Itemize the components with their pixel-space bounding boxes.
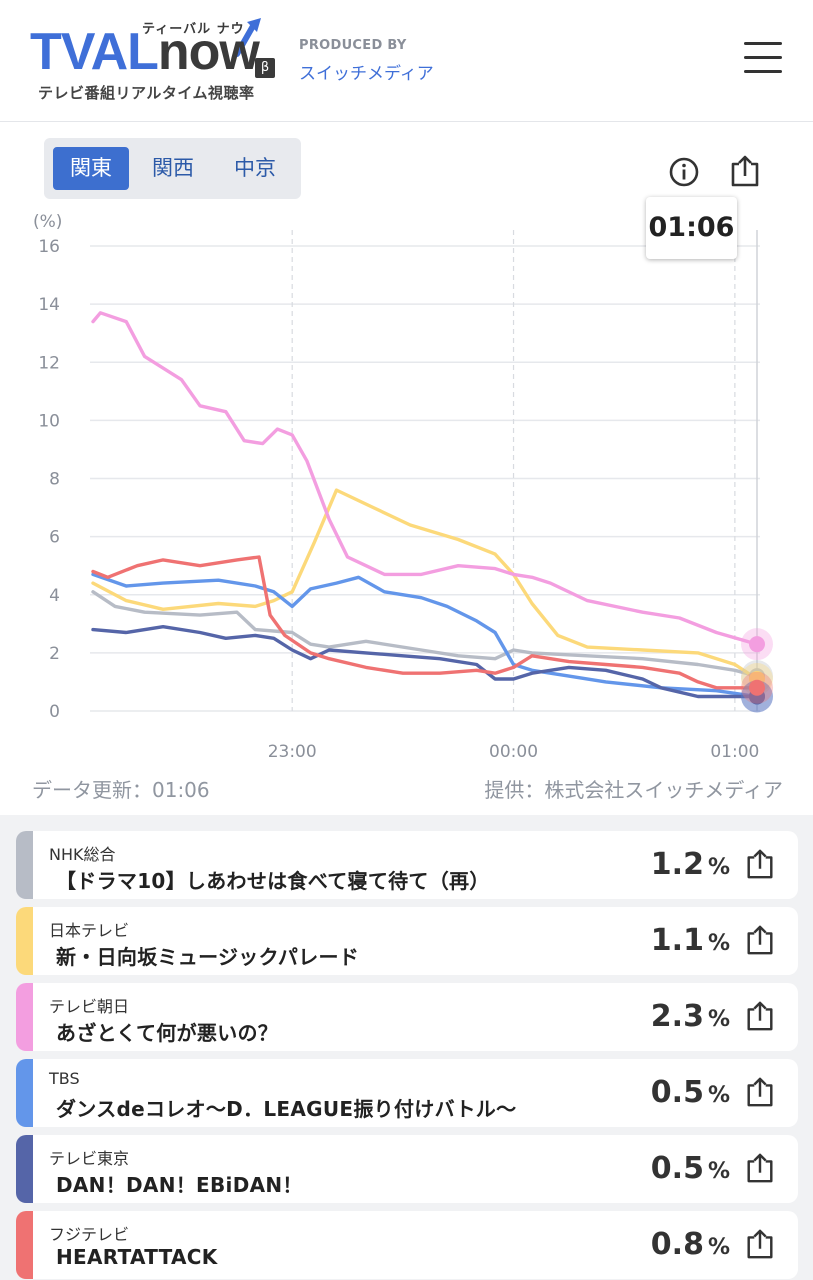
channel-name: フジテレビ: [49, 1225, 130, 1244]
logo-now: now: [157, 23, 260, 81]
share-icon[interactable]: [744, 1076, 776, 1108]
rating-number: 0.5: [650, 1075, 704, 1110]
series-line-1: [91, 488, 759, 681]
rating-value: 2.3%: [651, 999, 730, 1034]
program-list: NHK総合 【ドラマ10】しあわせは食べて寝て待て（再） 1.2% 日本テレビ …: [0, 815, 813, 1280]
logo-arrow-icon: [235, 18, 261, 57]
app-header: ティーバル ナウ TVALnow β テレビ番組リアルタイム視聴率 PRODUC…: [0, 0, 813, 122]
channel-color-bar: [16, 1211, 33, 1279]
series-line-2: [91, 311, 759, 646]
series-line-5: [91, 555, 759, 690]
share-icon[interactable]: [744, 848, 776, 880]
channel-name: テレビ朝日: [49, 997, 130, 1016]
program-card-tbs[interactable]: TBS ダンスdeコレオ〜D．LEAGUE振り付けバトル〜 0.5%: [16, 1059, 798, 1127]
rating-unit: %: [707, 1235, 730, 1260]
rating-value: 0.5%: [651, 1075, 730, 1110]
region-tabs: 関東 関西 中京: [44, 138, 301, 199]
channel-color-bar: [16, 831, 33, 899]
x-tick-label: 01:00: [710, 742, 759, 762]
beta-badge: β: [255, 58, 275, 78]
rating-unit: %: [707, 931, 730, 956]
tab-kanto[interactable]: 関東: [53, 147, 129, 190]
y-tick-label: 12: [38, 353, 60, 373]
time-tooltip: 01:06: [646, 197, 737, 259]
y-tick-label: 10: [38, 411, 60, 431]
program-card-nhk[interactable]: NHK総合 【ドラマ10】しあわせは食べて寝て待て（再） 1.2%: [16, 831, 798, 899]
provider-text: 提供：株式会社スイッチメディア: [484, 778, 783, 802]
channel-color-bar: [16, 1135, 33, 1203]
y-axis-unit: (%): [33, 212, 62, 232]
program-title: DAN！DAN！EBiDAN！: [56, 1173, 303, 1197]
channel-color-bar: [16, 907, 33, 975]
ratings-line-chart[interactable]: (%) 0 2 4 6 8 10 12 14 16 23:00 00:00 01:00: [0, 200, 813, 770]
rating-number: 1.2: [650, 847, 704, 882]
tab-kansai[interactable]: 関西: [152, 156, 194, 180]
share-icon[interactable]: [744, 1228, 776, 1260]
info-icon[interactable]: [668, 156, 700, 188]
logo-subtitle: テレビ番組リアルタイム視聴率: [38, 84, 255, 102]
y-tick-label: 14: [38, 295, 60, 315]
y-tick-label: 0: [49, 702, 60, 722]
y-tick-label: 6: [49, 528, 60, 548]
rating-number: 0.8: [650, 1227, 704, 1262]
rating-number: 0.5: [650, 1151, 704, 1186]
y-tick-label: 4: [49, 586, 60, 606]
program-card-cx[interactable]: フジテレビ HEARTATTACK 0.8%: [16, 1211, 798, 1279]
x-tick-label: 00:00: [489, 742, 538, 762]
channel-color-bar: [16, 983, 33, 1051]
series-marker: [749, 636, 765, 653]
y-tick-label: 16: [38, 237, 60, 257]
rating-value: 1.2%: [651, 847, 730, 882]
rating-number: 2.3: [650, 999, 704, 1034]
y-tick-label: 8: [49, 470, 60, 490]
series-line-3: [91, 572, 759, 699]
rating-value: 1.1%: [651, 923, 730, 958]
program-card-tx[interactable]: テレビ東京 DAN！DAN！EBiDAN！ 0.5%: [16, 1135, 798, 1203]
program-title: あざとくて何が悪いの？: [56, 1021, 279, 1045]
channel-name: NHK総合: [49, 845, 116, 864]
program-title: 新・日向坂ミュージックパレード: [56, 945, 360, 969]
logo-tval: TVAL: [30, 23, 159, 81]
x-tick-label: 23:00: [268, 742, 317, 762]
logo-kana: ティーバル ナウ: [142, 22, 245, 37]
rating-number: 1.1: [650, 923, 704, 958]
series-marker: [749, 679, 765, 696]
program-card-ex[interactable]: テレビ朝日 あざとくて何が悪いの？ 2.3%: [16, 983, 798, 1051]
tvalnow-logo[interactable]: ティーバル ナウ TVALnow β テレビ番組リアルタイム視聴率: [30, 18, 275, 103]
series-line-4: [91, 625, 759, 699]
share-icon[interactable]: [744, 1000, 776, 1032]
share-icon[interactable]: [744, 924, 776, 956]
program-title: HEARTATTACK: [56, 1245, 218, 1269]
program-card-ntv[interactable]: 日本テレビ 新・日向坂ミュージックパレード 1.1%: [16, 907, 798, 975]
channel-name: テレビ東京: [49, 1149, 130, 1168]
share-icon[interactable]: [744, 1152, 776, 1184]
produced-by-label: PRODUCED BY: [299, 38, 407, 53]
rating-unit: %: [707, 1007, 730, 1032]
rating-unit: %: [707, 855, 730, 880]
tab-chukyo[interactable]: 中京: [234, 156, 276, 180]
channel-color-bar: [16, 1059, 33, 1127]
producer-link[interactable]: スイッチメディア: [299, 64, 434, 84]
program-title: 【ドラマ10】しあわせは食べて寝て待て（再）: [56, 869, 490, 893]
produced-by-block: PRODUCED BY スイッチメディア: [299, 38, 434, 84]
channel-name: TBS: [49, 1069, 80, 1088]
data-updated-text: データ更新：01:06: [32, 778, 210, 802]
y-tick-label: 2: [49, 644, 60, 664]
hamburger-menu-icon[interactable]: [744, 42, 782, 74]
rating-value: 0.8%: [651, 1227, 730, 1262]
logo-wordmark: TVALnow: [30, 23, 260, 81]
rating-unit: %: [707, 1083, 730, 1108]
program-title: ダンスdeコレオ〜D．LEAGUE振り付けバトル〜: [56, 1097, 517, 1121]
share-icon[interactable]: [728, 154, 762, 188]
rating-value: 0.5%: [651, 1151, 730, 1186]
channel-name: 日本テレビ: [49, 921, 130, 940]
rating-unit: %: [707, 1159, 730, 1184]
series-line-0: [91, 590, 759, 678]
